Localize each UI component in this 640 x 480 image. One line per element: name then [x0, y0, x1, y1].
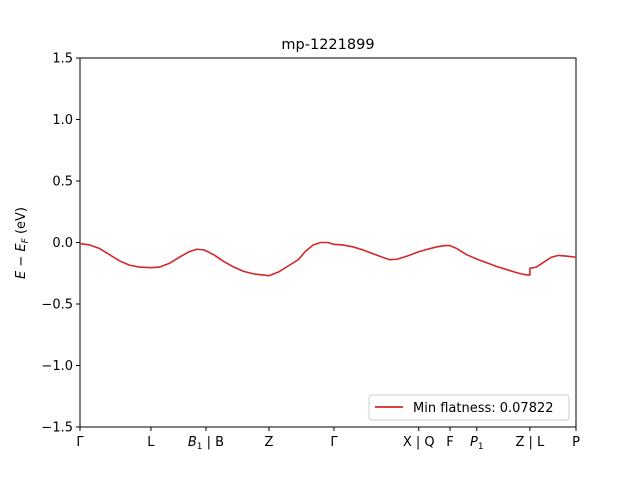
y-axis-label: E − EF (eV) — [14, 207, 31, 279]
legend-box — [368, 394, 570, 421]
y-axis: 1.5 1.0 0.5 0.0 −0.5 −1.0 −1.5 — [41, 52, 80, 436]
x-tick-label: L — [147, 435, 155, 450]
legend-label: Min flatness: 0.07822 — [413, 401, 554, 416]
x-tick-label: Γ — [76, 435, 84, 450]
chart-title: mp-1221899 — [281, 37, 374, 53]
x-tick-label: Z | L — [515, 435, 545, 450]
y-tick-label: 1.0 — [52, 113, 73, 128]
y-tick-label: −1.0 — [41, 359, 73, 374]
x-axis: Γ L B1 | B Z Γ X | Q F P1 Z | L P — [76, 427, 580, 452]
x-tick-label: P1 — [470, 435, 484, 452]
legend: Min flatness: 0.07822 — [368, 394, 570, 421]
band-line — [79, 241, 577, 277]
x-tick-label: Z — [265, 435, 274, 450]
x-tick-label: Γ — [330, 435, 338, 450]
y-tick-label: 0.0 — [52, 236, 73, 251]
band-lines — [79, 241, 577, 277]
y-tick-label: −1.5 — [41, 421, 73, 436]
y-tick-label: 0.5 — [52, 175, 73, 190]
x-tick-label: B1 | B — [188, 435, 224, 452]
x-tick-label: X | Q — [403, 435, 435, 450]
y-tick-label: 1.5 — [52, 52, 73, 67]
y-tick-label: −0.5 — [41, 298, 73, 313]
x-tick-label: P — [572, 435, 580, 450]
plot-area — [79, 57, 577, 428]
x-tick-label: F — [446, 435, 453, 450]
